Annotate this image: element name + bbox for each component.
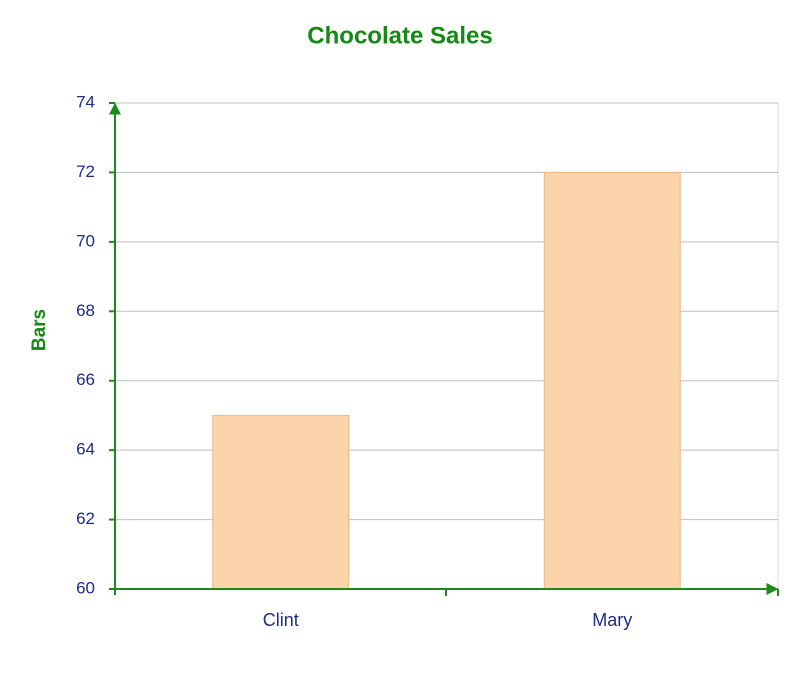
chart-title: Chocolate Sales <box>307 22 492 49</box>
y-tick-label: 68 <box>76 301 95 320</box>
y-axis-title: Bars <box>29 309 50 351</box>
bar <box>212 414 350 590</box>
y-tick-label: 60 <box>76 578 95 597</box>
y-tick-label: 64 <box>76 440 95 459</box>
y-tick-label: 70 <box>76 231 95 250</box>
x-tick-label: Mary <box>592 610 632 630</box>
y-tick-label: 72 <box>76 162 95 181</box>
y-tick-label: 62 <box>76 509 95 528</box>
y-tick-label: 74 <box>76 92 95 111</box>
x-tick-label: Clint <box>263 610 299 630</box>
bars <box>212 171 681 590</box>
y-tick-label: 66 <box>76 370 95 389</box>
bar <box>543 171 681 590</box>
